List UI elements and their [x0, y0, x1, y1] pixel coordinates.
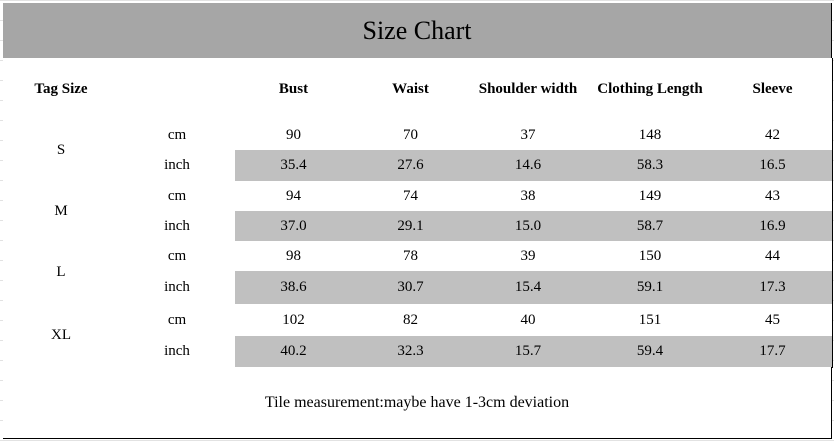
measurement: 42: [713, 120, 833, 151]
measurement: 151: [587, 304, 714, 337]
measurement: 17.7: [713, 336, 833, 368]
measurement: 43: [713, 181, 833, 212]
measurement: 30.7: [352, 271, 470, 305]
title-bar: Size Chart: [3, 3, 832, 59]
column-header: Bust: [235, 58, 353, 121]
size-label: XL: [3, 304, 120, 368]
measurement: 149: [587, 181, 714, 212]
size-label: M: [3, 181, 120, 242]
measurement: 16.9: [713, 211, 833, 242]
measurement: 38: [469, 181, 588, 212]
unit-label: inch: [119, 271, 236, 305]
column-header: Clothing Length: [587, 58, 714, 121]
measurement: 15.0: [469, 211, 588, 242]
measurement: 35.4: [235, 150, 353, 182]
measurement: 59.4: [587, 336, 714, 368]
size-label: S: [3, 120, 120, 182]
measurement: 58.7: [587, 211, 714, 242]
measurement: 70: [352, 120, 470, 151]
measurement: 37.0: [235, 211, 353, 242]
measurement: 82: [352, 304, 470, 337]
size-label: L: [3, 241, 120, 305]
measurement: 39: [469, 241, 588, 272]
unit-label: inch: [119, 211, 236, 242]
measurement: 94: [235, 181, 353, 212]
column-header-blank: [119, 58, 236, 121]
column-header: Waist: [352, 58, 470, 121]
measurement: 14.6: [469, 150, 588, 182]
measurement: 58.3: [587, 150, 714, 182]
measurement: 16.5: [713, 150, 833, 182]
measurement: 38.6: [235, 271, 353, 305]
measurement: 44: [713, 241, 833, 272]
measurement: 15.4: [469, 271, 588, 305]
measurement: 45: [713, 304, 833, 337]
measurement: 59.1: [587, 271, 714, 305]
measurement: 98: [235, 241, 353, 272]
column-header: Sleeve: [713, 58, 833, 121]
unit-label: cm: [119, 120, 236, 151]
measurement: 102: [235, 304, 353, 337]
measurement: 150: [587, 241, 714, 272]
measurement: 37: [469, 120, 588, 151]
column-header: Shoulder width: [469, 58, 588, 121]
unit-label: cm: [119, 181, 236, 212]
column-header: Tag Size: [3, 58, 120, 121]
measurement: 74: [352, 181, 470, 212]
measurement: 78: [352, 241, 470, 272]
unit-label: cm: [119, 241, 236, 272]
unit-label: inch: [119, 150, 236, 182]
unit-label: cm: [119, 304, 236, 337]
measurement: 17.3: [713, 271, 833, 305]
measurement: 40.2: [235, 336, 353, 368]
measurement: 29.1: [352, 211, 470, 242]
measurement: 148: [587, 120, 714, 151]
footer-note: Tile measurement:maybe have 1-3cm deviat…: [3, 367, 832, 439]
unit-label: inch: [119, 336, 236, 368]
measurement: 40: [469, 304, 588, 337]
measurement: 90: [235, 120, 353, 151]
measurement: 15.7: [469, 336, 588, 368]
measurement: 27.6: [352, 150, 470, 182]
measurement: 32.3: [352, 336, 470, 368]
